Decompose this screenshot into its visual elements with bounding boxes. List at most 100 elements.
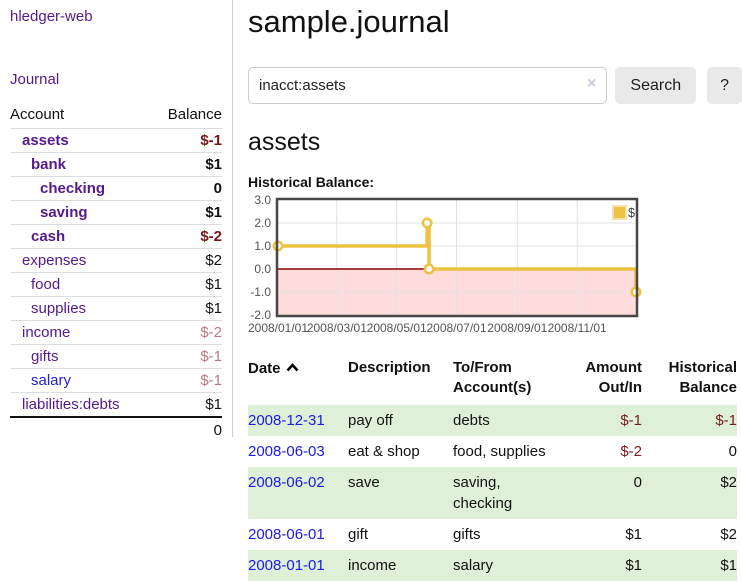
account-link[interactable]: checking	[40, 180, 106, 197]
account-balance: $-1	[151, 368, 222, 393]
transaction-date-cell: 2008-06-03	[248, 436, 348, 467]
account-link[interactable]: salary	[31, 372, 72, 389]
transaction-description-cell: pay off	[348, 411, 393, 429]
accounts-total-row: 0	[10, 416, 222, 443]
sort-ascending-icon	[286, 358, 299, 378]
account-link[interactable]: saving	[40, 204, 88, 221]
account-row: expenses $2	[10, 248, 222, 273]
account-name-cell: supplies	[10, 296, 152, 321]
accounts-header-balance: Balance	[151, 103, 222, 129]
account-balance: $1	[151, 392, 222, 418]
transaction-date-cell: 2008-06-02	[248, 467, 348, 519]
page-title: sample.journal	[248, 4, 450, 39]
search-input[interactable]	[248, 67, 608, 104]
y-axis-tick-label: 1.0	[254, 239, 271, 253]
transaction-balance-cell: $1	[720, 556, 737, 574]
transaction-date-cell: 2008-06-01	[248, 519, 348, 550]
y-axis-tick-label: 0.0	[254, 262, 271, 276]
transaction-description-cell: income	[348, 556, 397, 574]
transaction-row: 2008-12-31 pay off debts $-1 $-1	[248, 404, 737, 436]
accounts-total-value: 0	[151, 416, 222, 443]
account-link[interactable]: assets	[22, 132, 69, 149]
transaction-amount-cell: $1	[625, 556, 642, 574]
transaction-row: 2008-06-01 gift gifts $1 $2	[248, 519, 737, 550]
account-row: gifts $-1	[10, 344, 222, 369]
x-axis-tick-label: 2008/07/01	[426, 321, 486, 335]
accounts-total-spacer	[10, 416, 152, 443]
x-axis-tick-label: 2008/09/01	[487, 321, 547, 335]
transaction-date-link[interactable]: 2008-06-03	[248, 442, 325, 460]
transaction-date-cell: 2008-01-01	[248, 550, 348, 581]
register-header-row: Date Description To/From Account(s) Amou…	[248, 354, 737, 405]
x-axis-tick-label: 2008/01/01	[248, 321, 308, 335]
register-header-balance[interactable]: Historical Balance	[668, 359, 737, 397]
account-row: salary $-1	[10, 368, 222, 393]
account-row: assets $-1	[10, 128, 222, 153]
account-balance: $-1	[151, 344, 222, 369]
sidebar: hledger-web Journal Account Balance asse…	[0, 0, 233, 443]
historical-balance-chart[interactable]: $3.0 2.0 1.0 0.0 -1.0 -2.0 2008/01/01 2008/03/0…	[248, 193, 642, 338]
register-header-date[interactable]: Date	[248, 354, 348, 405]
chart-canvas: $3.0 2.0 1.0 0.0 -1.0 -2.02008/01/012008/03/0…	[248, 193, 642, 335]
plot-border	[275, 197, 639, 318]
search-button[interactable]: Search	[615, 67, 697, 104]
help-button[interactable]: ?	[707, 67, 742, 104]
transaction-date-link[interactable]: 2008-06-01	[248, 525, 325, 543]
transaction-date-link[interactable]: 2008-12-31	[248, 411, 325, 429]
sidebar-item-journal[interactable]: Journal	[10, 71, 60, 88]
transaction-balance-cell: $-1	[715, 411, 737, 429]
transaction-balance-cell: $2	[720, 473, 737, 491]
account-balance: $-1	[151, 128, 222, 153]
register-header-amount[interactable]: Amount Out/In	[585, 359, 642, 397]
account-link[interactable]: income	[22, 324, 71, 341]
account-name-cell: bank	[10, 152, 152, 177]
transaction-date-cell: 2008-12-31	[248, 405, 348, 436]
account-row: liabilities:debts $1	[10, 392, 222, 418]
account-link[interactable]: gifts	[31, 348, 59, 365]
y-axis-tick-label: -2.0	[250, 308, 271, 322]
data-point-marker	[423, 263, 435, 275]
register-header-date-label: Date	[248, 360, 281, 377]
transaction-row: 2008-06-03 eat & shop food, supplies $-2 0	[248, 436, 737, 467]
account-balance: $-2	[151, 320, 222, 345]
transaction-accounts-cell: debts	[453, 411, 490, 429]
account-row: cash $-2	[10, 224, 222, 249]
account-balance: $1	[151, 152, 222, 177]
account-balance: $-2	[151, 224, 222, 249]
transaction-date-link[interactable]: 2008-01-01	[248, 556, 325, 574]
register-header-description[interactable]: Description	[348, 359, 431, 376]
x-axis-tick-label: 2008/05/01	[367, 321, 427, 335]
transaction-amount-cell: $1	[625, 525, 642, 543]
account-link[interactable]: expenses	[22, 252, 87, 269]
account-link[interactable]: bank	[31, 156, 67, 173]
app-title-link[interactable]: hledger-web	[10, 8, 93, 25]
account-link[interactable]: food	[31, 276, 61, 293]
account-link[interactable]: cash	[31, 228, 66, 245]
transaction-balance-cell: 0	[728, 442, 737, 460]
account-name-cell: assets	[10, 128, 152, 153]
transaction-amount-cell: 0	[633, 473, 642, 491]
legend-label: $	[628, 206, 635, 220]
account-name-cell: checking	[10, 176, 152, 201]
clear-search-icon[interactable]: ×	[587, 75, 597, 92]
account-row: bank $1	[10, 152, 222, 177]
account-balance: $2	[151, 248, 222, 273]
x-axis-tick-label: 2008/11/01	[548, 321, 607, 335]
data-point-marker	[421, 217, 433, 229]
transaction-accounts-cell: saving, checking	[453, 473, 513, 512]
transaction-date-link[interactable]: 2008-06-02	[248, 473, 325, 491]
transaction-description-cell: gift	[348, 525, 369, 543]
account-name-cell: liabilities:debts	[10, 392, 152, 418]
accounts-balance-table: Account Balance assets $-1 bank $1 checking 0…	[10, 103, 222, 443]
account-name-cell: saving	[10, 200, 152, 225]
register-header-accounts[interactable]: To/From Account(s)	[453, 359, 532, 397]
account-name-cell: salary	[10, 368, 152, 393]
search-input-wrap: ×	[248, 67, 608, 104]
account-row: checking 0	[10, 176, 222, 201]
legend-swatch	[612, 205, 627, 220]
account-balance: $1	[151, 272, 222, 297]
account-heading: assets	[248, 128, 321, 156]
y-axis-tick-label: 3.0	[254, 193, 271, 207]
account-link[interactable]: supplies	[31, 300, 87, 317]
account-link[interactable]: liabilities:debts	[22, 396, 120, 413]
